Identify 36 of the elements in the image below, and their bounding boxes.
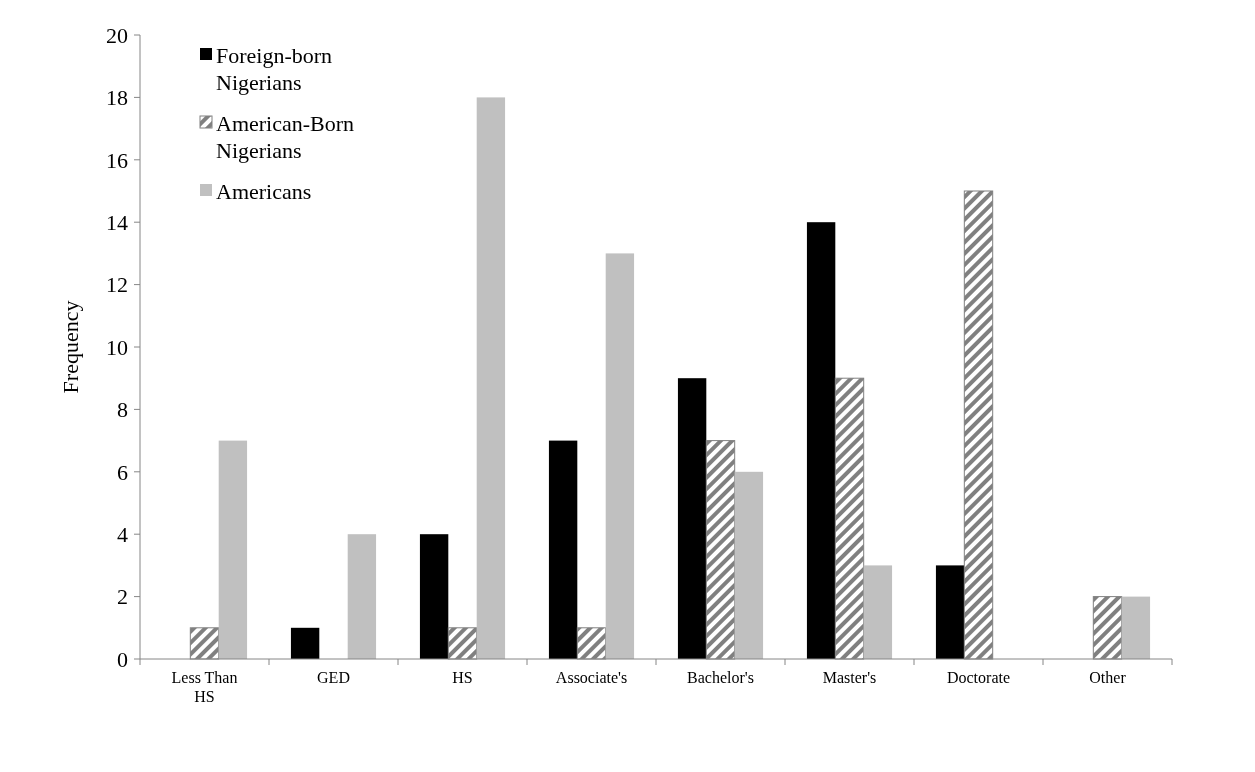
bar	[935, 565, 965, 659]
legend-label: Americans	[216, 178, 312, 204]
y-tick-label: 8	[117, 397, 128, 423]
x-tick-label: Other	[1089, 669, 1127, 686]
x-tick-label: HS	[452, 669, 473, 686]
y-tick-label: 2	[117, 584, 128, 610]
x-tick-label: GED	[317, 669, 350, 686]
x-tick-label: Doctorate	[946, 669, 1011, 686]
bar	[806, 222, 836, 659]
x-tick-label: Bachelor's	[687, 669, 754, 686]
bar	[548, 440, 578, 659]
y-tick-label: 12	[106, 272, 128, 298]
y-tick-label: 10	[106, 334, 128, 360]
bar	[863, 565, 893, 659]
bar	[218, 440, 248, 659]
y-axis-title: Frequency	[58, 300, 83, 394]
legend-label: American-Born Nigerians	[216, 110, 355, 163]
legend-label: Foreign-born Nigerians	[216, 42, 333, 95]
x-tick-label: Associate's	[555, 669, 628, 686]
x-tick-label: Less Than HS	[171, 669, 238, 705]
y-tick-label: 20	[106, 22, 128, 48]
y-tick-label: 0	[117, 646, 128, 672]
y-tick-label: 4	[117, 521, 128, 547]
y-tick-label: 14	[106, 209, 128, 235]
y-tick-label: 16	[106, 147, 128, 173]
y-tick-label: 6	[117, 459, 128, 485]
bar	[476, 97, 506, 659]
bar	[290, 627, 320, 659]
x-tick-label: Master's	[822, 669, 877, 686]
bar	[347, 534, 377, 659]
bar	[605, 253, 635, 659]
y-tick-label: 18	[106, 85, 128, 111]
bar	[1121, 596, 1151, 659]
bar	[419, 534, 449, 659]
bar	[734, 471, 764, 659]
bar	[677, 378, 707, 659]
